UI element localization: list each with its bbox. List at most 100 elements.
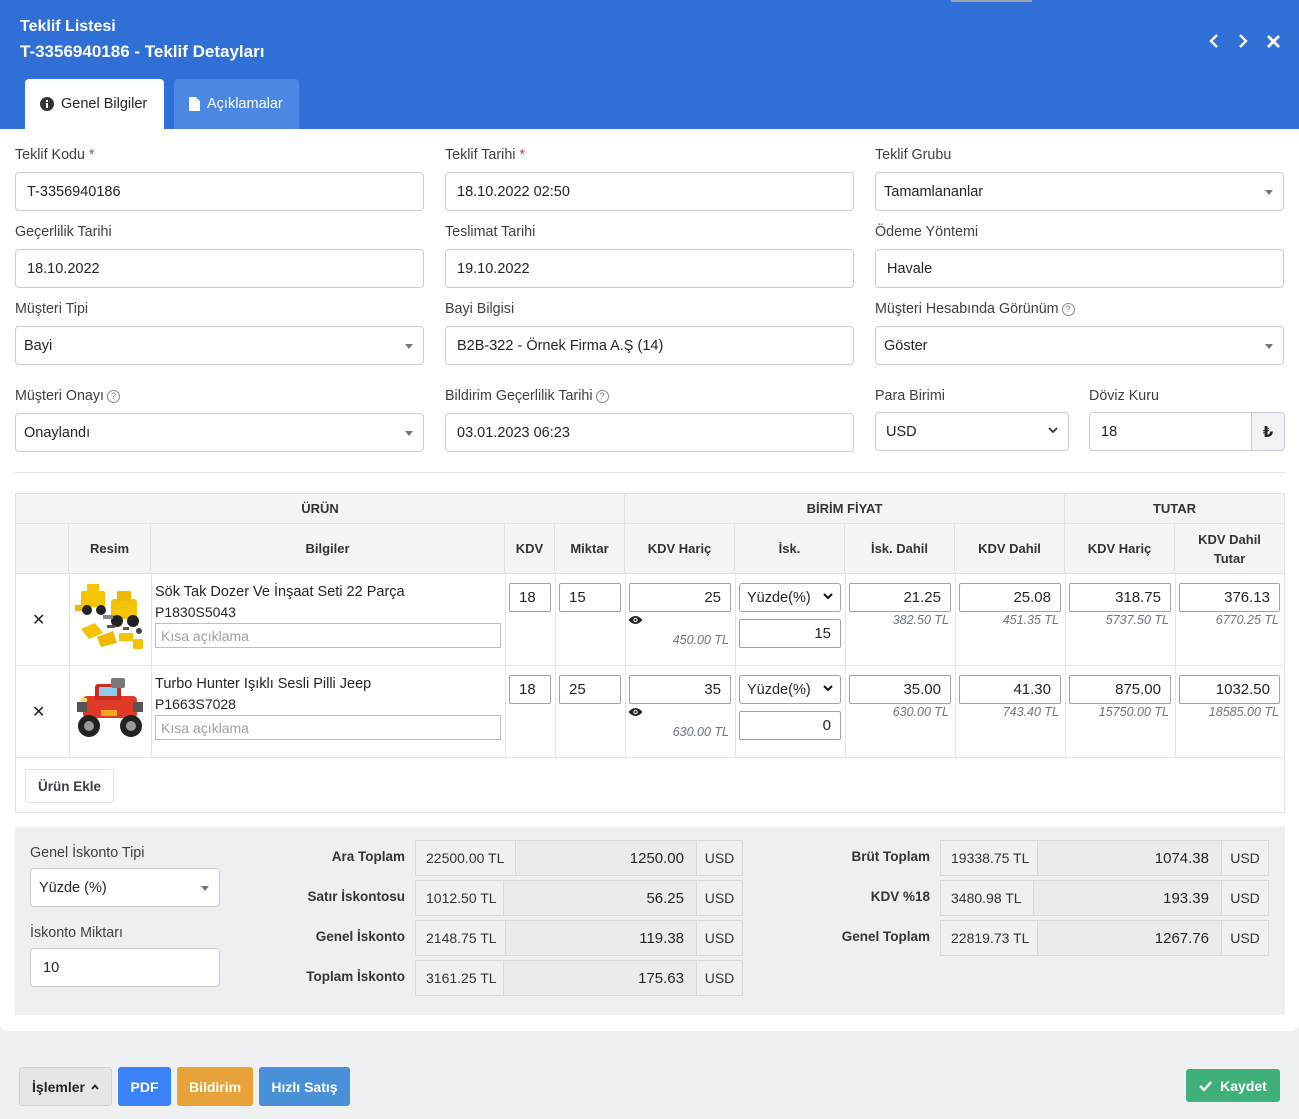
- tab-genel-bilgiler[interactable]: Genel Bilgiler: [25, 79, 164, 129]
- help-icon[interactable]: ?: [107, 390, 120, 403]
- chevron-down-icon: [1048, 425, 1058, 437]
- eye-icon[interactable]: [628, 706, 643, 720]
- chevron-down-icon: [823, 683, 833, 695]
- ara-toplam-tl: 22500.00 TL: [415, 840, 516, 876]
- remove-row-icon[interactable]: ✕: [32, 704, 46, 721]
- kdv-input[interactable]: 18: [509, 583, 551, 612]
- remove-row-icon[interactable]: ✕: [32, 612, 46, 629]
- kdv-input[interactable]: 18: [509, 675, 551, 704]
- teklif-kodu-input[interactable]: T-3356940186: [15, 172, 424, 211]
- teklif-tarihi-input[interactable]: 18.10.2022 02:50: [445, 172, 854, 211]
- col-header-kdv: KDV: [505, 524, 555, 574]
- tutar-kdv-dahil-subtotal: 6770.25 TL: [1215, 613, 1279, 627]
- kdv-dahil-subtotal: 451.35 TL: [1002, 613, 1059, 627]
- musteri-tipi-select[interactable]: Bayi: [15, 326, 424, 365]
- kdv-haric-subtotal: 450.00 TL: [672, 633, 729, 647]
- tab-aciklamalar[interactable]: Açıklamalar: [174, 79, 299, 129]
- pdf-button[interactable]: PDF: [118, 1067, 171, 1106]
- genel-toplam-value: 1267.76: [1037, 920, 1222, 956]
- musteri-hesabi-gorunum-select[interactable]: Göster: [875, 326, 1284, 365]
- product-image: [73, 579, 148, 657]
- currency-addon: ₺: [1251, 412, 1285, 451]
- doviz-kuru-label: Döviz Kuru: [1089, 388, 1159, 404]
- tutar-kdv-haric-input[interactable]: 318.75: [1069, 583, 1171, 612]
- col-header-isk: İsk.: [735, 524, 845, 574]
- product-name: Turbo Hunter Işıklı Sesli Pilli Jeep: [155, 676, 372, 692]
- bayi-bilgisi-input[interactable]: B2B-322 - Örnek Firma A.Ş (14): [445, 326, 854, 365]
- product-image: [73, 674, 148, 746]
- kdv-haric-input[interactable]: 35: [629, 675, 731, 704]
- add-product-button[interactable]: Ürün Ekle: [25, 769, 114, 803]
- hizli-satis-button[interactable]: Hızlı Satış: [259, 1067, 350, 1106]
- satir-iskontosu-value: 56.25: [503, 880, 697, 916]
- toplam-iskonto-value: 175.63: [503, 960, 697, 996]
- odeme-yontemi-input[interactable]: Havale: [875, 249, 1284, 288]
- isk-dahil-subtotal: 630.00 TL: [892, 705, 949, 719]
- kdv-dahil-input[interactable]: 41.30: [959, 675, 1061, 704]
- isk-type-select[interactable]: Yüzde(%): [739, 675, 841, 704]
- gecerlilik-tarihi-input[interactable]: 18.10.2022: [15, 249, 424, 288]
- tutar-kdv-dahil-input[interactable]: 1032.50: [1179, 675, 1280, 704]
- divider: [15, 472, 1285, 473]
- genel-toplam-label: Genel Toplam: [841, 929, 930, 944]
- tutar-kdv-dahil-input[interactable]: 376.13: [1179, 583, 1280, 612]
- para-birimi-select[interactable]: USD: [875, 412, 1069, 451]
- satir-iskontosu-tl: 1012.50 TL: [415, 880, 504, 916]
- para-birimi-value: USD: [886, 423, 917, 440]
- chevron-right-icon[interactable]: [1232, 30, 1254, 52]
- chevron-left-icon[interactable]: [1203, 30, 1225, 52]
- isk-dahil-input[interactable]: 35.00: [849, 675, 951, 704]
- kdv-haric-input[interactable]: 25: [629, 583, 731, 612]
- grid-line: [16, 757, 1284, 758]
- isk-type-value: Yüzde(%): [747, 589, 811, 606]
- islemler-label: İşlemler: [32, 1078, 85, 1095]
- kdv-haric-subtotal: 630.00 TL: [672, 725, 729, 739]
- kdv-value: 193.39: [1033, 880, 1222, 916]
- tutar-kdv-haric-input[interactable]: 875.00: [1069, 675, 1171, 704]
- help-icon[interactable]: ?: [595, 390, 609, 403]
- doviz-kuru-input[interactable]: 18: [1089, 412, 1252, 451]
- isk-type-select[interactable]: Yüzde(%): [739, 583, 841, 612]
- tutar-kdv-haric-subtotal: 5737.50 TL: [1105, 613, 1169, 627]
- col-header-kdv-haric: KDV Hariç: [625, 524, 735, 574]
- col-header-isk-dahil: İsk. Dahil: [845, 524, 955, 574]
- grid-line: [16, 665, 1284, 666]
- col-header-kdv-dahil-tutar: KDV Dahil Tutar: [1175, 524, 1284, 574]
- short-description-input[interactable]: Kısa açıklama: [155, 623, 501, 648]
- eye-icon[interactable]: [628, 614, 643, 628]
- product-code: P1830S5043: [155, 604, 236, 620]
- col-header-resim: Resim: [69, 524, 151, 574]
- group-header-urun: ÜRÜN: [16, 494, 625, 524]
- col-header-miktar: Miktar: [555, 524, 625, 574]
- kaydet-button[interactable]: Kaydet: [1186, 1069, 1280, 1102]
- para-birimi-label: Para Birimi: [875, 388, 945, 404]
- bildirim-button[interactable]: Bildirim: [177, 1067, 253, 1106]
- isk-value-input[interactable]: 0: [739, 711, 841, 740]
- miktar-input[interactable]: 25: [559, 675, 621, 704]
- isk-value-input[interactable]: 15: [739, 619, 841, 648]
- isk-dahil-input[interactable]: 21.25: [849, 583, 951, 612]
- teklif-tarihi-label: Teklif Tarihi *: [445, 147, 526, 163]
- col-header-tutar-kdv-haric: KDV Hariç: [1065, 524, 1175, 574]
- iskonto-miktari-input[interactable]: 10: [30, 948, 220, 987]
- iskonto-tipi-label: Genel İskonto Tipi: [30, 845, 145, 861]
- islemler-dropdown-button[interactable]: İşlemler: [19, 1067, 112, 1106]
- kdv-dahil-input[interactable]: 25.08: [959, 583, 1061, 612]
- odeme-yontemi-label: Ödeme Yöntemi: [875, 224, 979, 240]
- satir-iskontosu-label: Satır İskontosu: [307, 889, 405, 904]
- teklif-grubu-select[interactable]: Tamamlananlar: [875, 172, 1284, 211]
- toplam-iskonto-currency: USD: [696, 960, 743, 996]
- kdv-currency: USD: [1221, 880, 1269, 916]
- bildirim-gecerlilik-input[interactable]: 03.01.2023 06:23: [445, 413, 854, 452]
- musteri-onayi-select[interactable]: Onaylandı: [15, 413, 424, 452]
- help-icon[interactable]: ?: [1061, 303, 1075, 316]
- teslimat-tarihi-input[interactable]: 19.10.2022: [445, 249, 854, 288]
- iskonto-tipi-select[interactable]: Yüzde (%): [30, 868, 220, 907]
- isk-type-value: Yüzde(%): [747, 681, 811, 698]
- short-description-input[interactable]: Kısa açıklama: [155, 715, 501, 740]
- ara-toplam-currency: USD: [696, 840, 743, 876]
- close-icon[interactable]: [1262, 30, 1284, 52]
- page-title: T-3356940186 - Teklif Detayları: [20, 42, 265, 61]
- group-header-birim-fiyat: BİRİM FİYAT: [625, 494, 1065, 524]
- miktar-input[interactable]: 15: [559, 583, 621, 612]
